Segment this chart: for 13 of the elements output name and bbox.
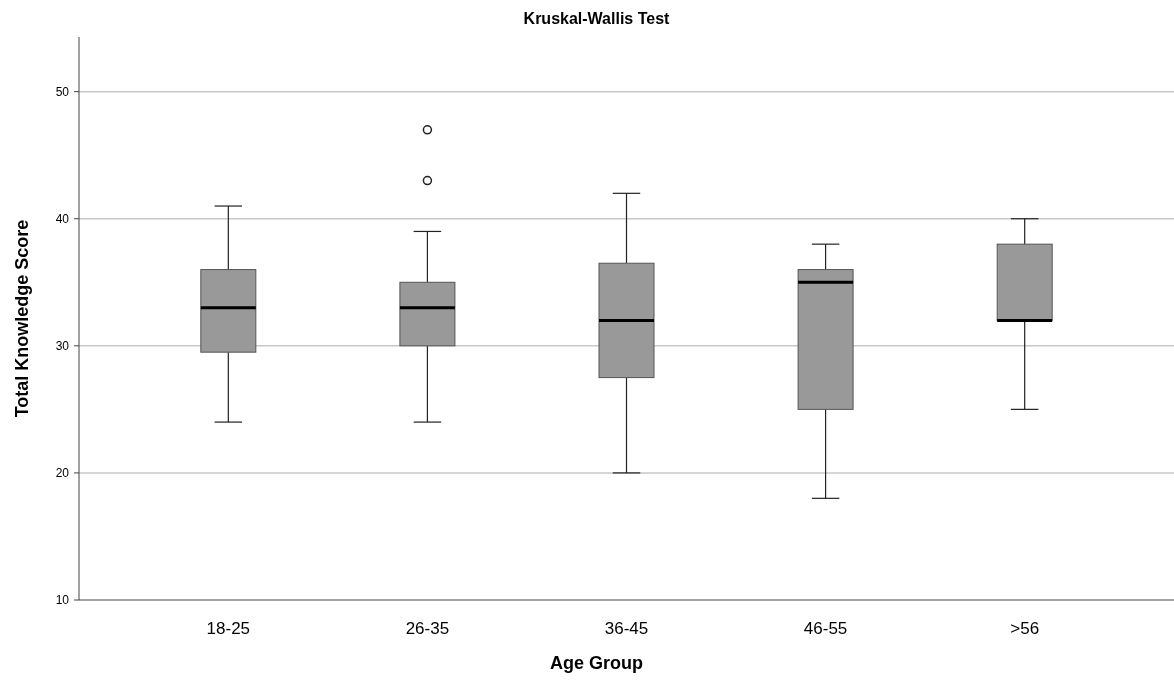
x-tick-label: >56 bbox=[1010, 619, 1040, 638]
x-tick-label: 46-55 bbox=[803, 619, 848, 638]
x-axis-title: Age Group bbox=[550, 653, 643, 673]
y-tick-label: 40 bbox=[55, 211, 70, 226]
chart-title: Kruskal-Wallis Test bbox=[523, 10, 671, 27]
x-tick-label: 26-35 bbox=[405, 619, 450, 638]
y-tick-label: 20 bbox=[55, 466, 70, 481]
x-tick-label: 18-25 bbox=[206, 619, 251, 638]
y-tick-label: 50 bbox=[55, 84, 70, 99]
y-tick-label: 10 bbox=[55, 593, 70, 608]
y-axis-title: Total Knowledge Score bbox=[12, 219, 32, 418]
x-tick-label: 36-45 bbox=[604, 619, 649, 638]
y-tick-label: 30 bbox=[55, 339, 70, 354]
